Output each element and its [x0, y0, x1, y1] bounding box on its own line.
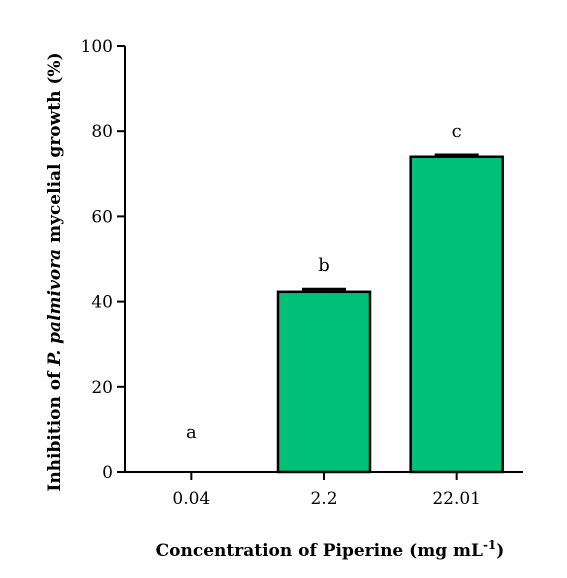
y-tick-label: 100 — [81, 37, 113, 57]
group-letter: c — [452, 121, 462, 142]
group-letter: a — [186, 422, 197, 443]
y-tick-label: 20 — [91, 378, 113, 398]
bars — [276, 153, 504, 474]
y-tick-label: 0 — [102, 463, 113, 483]
group-letter: b — [318, 255, 330, 276]
y-tick-label: 40 — [91, 293, 113, 313]
labels: 0 20 40 60 80 100 0.04 a 2.2 b 22.01 c — [81, 37, 481, 509]
x-axis-title: Concentration of Piperine (mg mL-1) — [156, 538, 505, 561]
y-tick-label: 80 — [91, 122, 113, 142]
bar — [276, 290, 372, 474]
y-axis-title: Inhibition of P. palmivora mycelial grow… — [45, 52, 65, 491]
y-tick-label: 60 — [91, 207, 113, 227]
x-tick-label: 22.01 — [432, 489, 481, 509]
bar — [409, 155, 504, 474]
x-tick-label: 0.04 — [172, 489, 210, 509]
x-tick-label: 2.2 — [310, 489, 337, 509]
